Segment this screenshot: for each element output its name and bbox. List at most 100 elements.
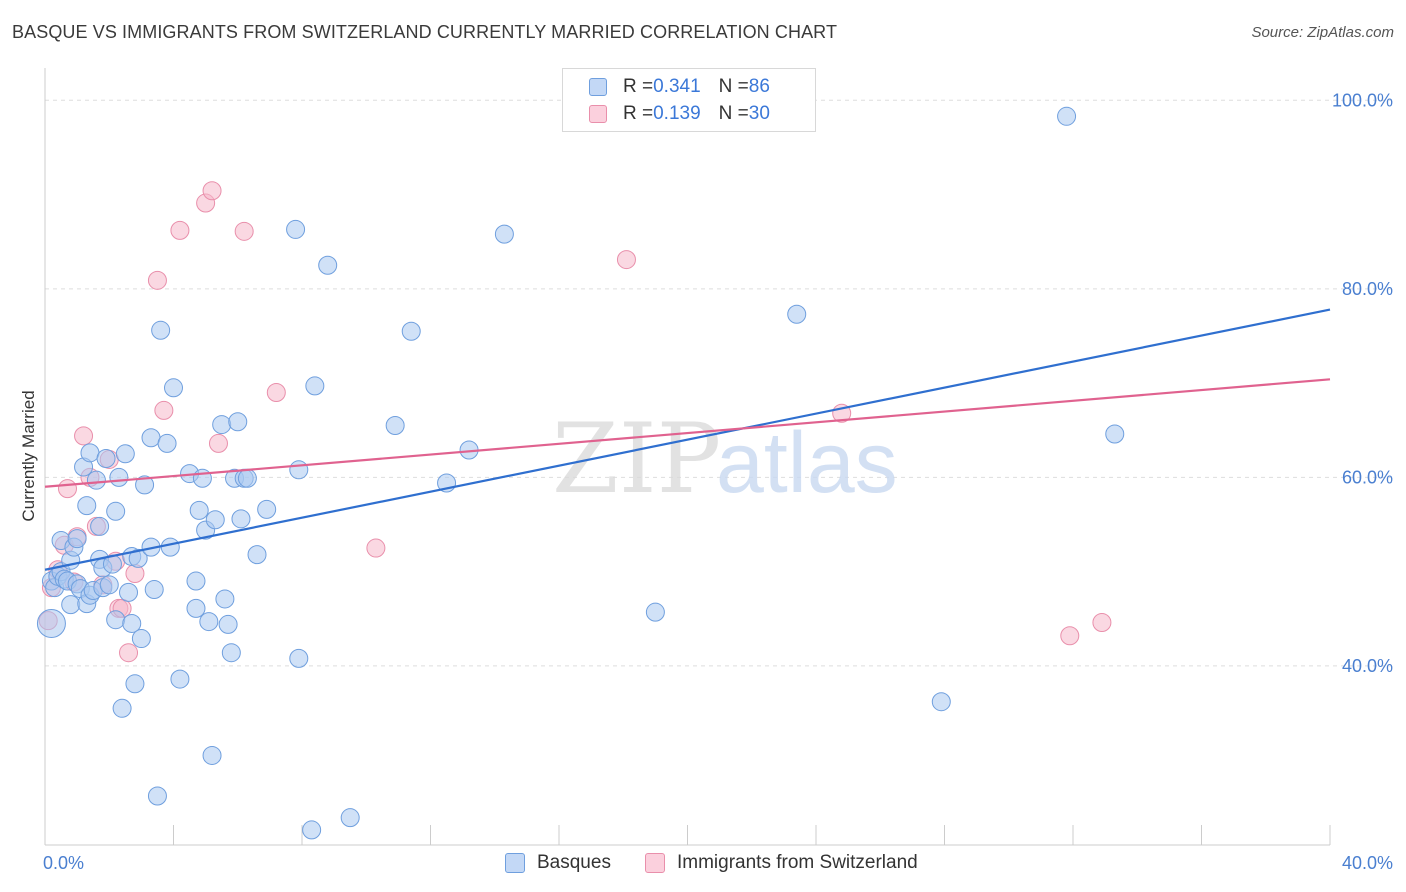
point-basques <box>128 548 148 568</box>
legend-r-value: 0.139 <box>653 103 701 124</box>
legend-swatch-basques <box>505 853 525 873</box>
x-tick-label-max: 40.0% <box>1342 853 1393 873</box>
point-basques <box>205 510 225 530</box>
point-switzerland <box>366 538 386 558</box>
point-basques <box>257 499 277 519</box>
point-basques <box>157 433 177 453</box>
series-basques <box>36 106 1125 840</box>
point-switzerland <box>170 220 190 240</box>
point-basques <box>186 598 206 618</box>
legend-item-basques: Basques <box>505 852 611 874</box>
tick-labels: 40.0% 60.0% 80.0% 100.0% 0.0% 40.0% <box>43 90 1393 873</box>
point-basques <box>305 376 325 396</box>
point-basques <box>90 516 110 536</box>
series-legend: Basques Immigrants from Switzerland <box>0 852 1406 878</box>
point-switzerland <box>616 250 636 270</box>
point-basques <box>131 629 151 649</box>
point-basques <box>164 378 183 398</box>
grid-lines <box>45 99 1392 667</box>
point-basques <box>218 614 238 634</box>
point-basques <box>189 500 209 520</box>
point-basques <box>186 571 206 591</box>
legend-item-switzerland: Immigrants from Switzerland <box>645 852 918 874</box>
point-switzerland <box>266 383 286 403</box>
point-basques <box>787 304 807 324</box>
point-basques <box>401 321 421 341</box>
point-basques <box>302 820 322 840</box>
legend-label-switzerland: Immigrants from Switzerland <box>677 852 918 873</box>
point-basques <box>112 698 132 718</box>
point-basques <box>286 219 306 239</box>
point-basques <box>237 468 257 488</box>
y-tick-label: 60.0% <box>1342 467 1393 487</box>
legend-label-basques: Basques <box>537 852 611 873</box>
point-basques <box>86 470 106 490</box>
point-basques <box>80 443 100 463</box>
chart-title: BASQUE VS IMMIGRANTS FROM SWITZERLAND CU… <box>12 22 838 42</box>
point-basques <box>119 582 139 602</box>
point-switzerland <box>234 221 254 241</box>
point-basques <box>289 460 309 480</box>
point-switzerland <box>154 400 174 420</box>
point-basques <box>109 467 129 487</box>
axes <box>44 68 1331 846</box>
point-basques <box>494 224 514 244</box>
point-switzerland <box>202 181 222 201</box>
chart-source: Source: ZipAtlas.com <box>1251 24 1394 41</box>
point-basques <box>147 786 167 806</box>
legend-r-value: 0.341 <box>653 76 701 97</box>
point-basques <box>247 545 267 565</box>
point-switzerland <box>57 479 77 499</box>
watermark-zip: ZIP <box>552 403 721 515</box>
point-basques <box>340 808 360 828</box>
point-basques <box>36 608 66 638</box>
stats-legend: R = 0.341 N = 86 R = 0.139 N = 30 <box>562 68 816 132</box>
point-basques <box>931 692 951 712</box>
point-switzerland <box>1060 626 1080 646</box>
point-basques <box>212 415 232 435</box>
point-basques <box>1105 424 1125 444</box>
legend-swatch-switzerland <box>645 853 665 873</box>
point-basques <box>199 612 219 632</box>
point-basques <box>96 449 116 468</box>
legend-n-label: N = <box>718 76 749 97</box>
y-axis-label: Currently Married <box>19 390 38 521</box>
point-basques <box>61 595 81 615</box>
stats-legend-row-basques: R = 0.341 N = 86 <box>589 74 770 100</box>
point-basques <box>106 501 126 521</box>
point-basques <box>160 537 180 557</box>
legend-n-value: 30 <box>748 103 770 124</box>
point-basques <box>170 669 190 689</box>
point-basques <box>151 320 171 340</box>
trend-line-basques <box>44 308 1331 571</box>
trend-lines <box>44 308 1331 571</box>
point-basques <box>67 529 87 549</box>
legend-r-label: R = <box>623 76 654 97</box>
y-tick-label: 80.0% <box>1342 279 1393 299</box>
legend-swatch-blue <box>589 78 607 96</box>
point-basques <box>144 580 164 600</box>
point-switzerland <box>147 270 167 290</box>
stats-legend-row-switzerland: R = 0.139 N = 30 <box>589 101 770 127</box>
point-basques <box>385 416 405 436</box>
legend-n-label: N = <box>718 103 749 124</box>
point-basques <box>228 412 248 432</box>
watermark: ZIP atlas <box>552 403 898 515</box>
point-basques <box>645 602 665 622</box>
x-tick-label-min: 0.0% <box>43 853 84 873</box>
y-tick-label: 100.0% <box>1332 90 1393 110</box>
point-basques <box>135 475 155 495</box>
point-switzerland <box>74 426 94 446</box>
point-basques <box>99 575 119 595</box>
y-tick-label: 40.0% <box>1342 656 1393 676</box>
point-switzerland <box>1092 613 1112 633</box>
point-basques <box>141 428 161 448</box>
point-basques <box>122 613 142 633</box>
trend-line-switzerland <box>44 378 1331 488</box>
point-basques <box>221 643 241 663</box>
point-basques <box>115 444 135 464</box>
point-basques <box>202 745 222 765</box>
point-basques <box>125 674 145 694</box>
point-switzerland <box>119 643 139 663</box>
